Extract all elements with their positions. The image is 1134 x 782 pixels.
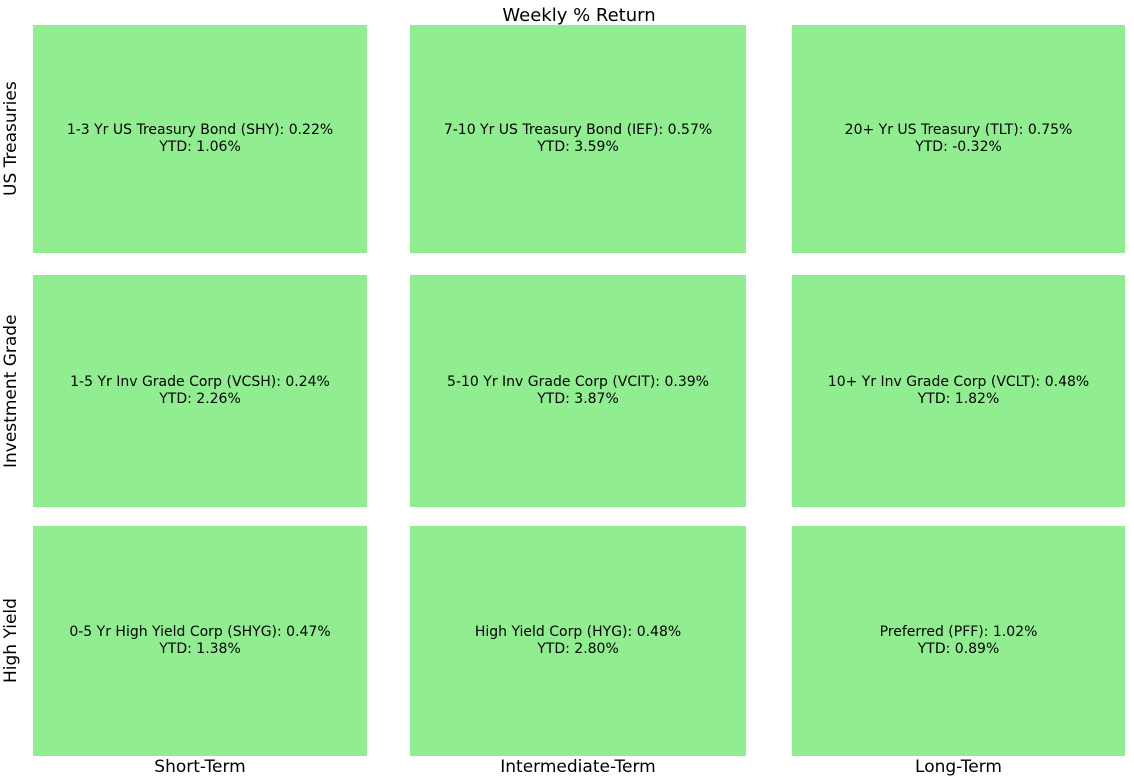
heatmap-cell-ief: 7-10 Yr US Treasury Bond (IEF): 0.57% YT…: [410, 25, 746, 253]
cell-ytd-text: YTD: 1.06%: [159, 139, 241, 155]
row-label-investment-grade: Investment Grade: [1, 314, 21, 468]
cell-ytd-text: YTD: 3.59%: [537, 139, 619, 155]
chart-title: Weekly % Return: [502, 5, 656, 26]
cell-return-text: 0-5 Yr High Yield Corp (SHYG): 0.47%: [69, 623, 331, 640]
heatmap-cell-shyg: 0-5 Yr High Yield Corp (SHYG): 0.47% YTD…: [33, 526, 367, 756]
cell-return-text: 10+ Yr Inv Grade Corp (VCLT): 0.48%: [827, 373, 1090, 390]
cell-ytd-text: YTD: 0.89%: [917, 641, 1000, 657]
cell-return-text: High Yield Corp (HYG): 0.48%: [474, 623, 682, 640]
cell-return-text: 1-3 Yr US Treasury Bond (SHY): 0.22%: [66, 121, 334, 138]
row-label-high-yield: High Yield: [1, 598, 21, 684]
heatmap-cell-vcit: 5-10 Yr Inv Grade Corp (VCIT): 0.39% YTD…: [410, 275, 746, 507]
cell-ytd-text: YTD: 1.38%: [159, 641, 241, 657]
heatmap-cell-vcsh: 1-5 Yr Inv Grade Corp (VCSH): 0.24% YTD:…: [33, 275, 367, 507]
cell-ytd-text: YTD: -0.32%: [915, 139, 1002, 155]
cell-ytd-text: YTD: 2.80%: [537, 641, 619, 657]
heatmap-cell-vclt: 10+ Yr Inv Grade Corp (VCLT): 0.48% YTD:…: [792, 275, 1125, 507]
cell-ytd-text: YTD: 3.87%: [537, 391, 619, 407]
cell-return-text: 7-10 Yr US Treasury Bond (IEF): 0.57%: [443, 121, 713, 138]
cell-ytd-text: YTD: 1.82%: [917, 391, 1000, 407]
col-label-intermediate-term: Intermediate-Term: [500, 757, 656, 777]
row-label-us-treasuries: US Treasuries: [1, 81, 21, 197]
cell-return-text: 20+ Yr US Treasury (TLT): 0.75%: [844, 121, 1073, 138]
cell-return-text: 1-5 Yr Inv Grade Corp (VCSH): 0.24%: [70, 373, 330, 390]
cell-ytd-text: YTD: 2.26%: [159, 391, 241, 407]
heatmap-cell-hyg: High Yield Corp (HYG): 0.48% YTD: 2.80%: [410, 526, 746, 756]
cell-return-text: Preferred (PFF): 1.02%: [879, 623, 1038, 640]
col-label-short-term: Short-Term: [154, 757, 246, 777]
col-label-long-term: Long-Term: [915, 757, 1002, 777]
cell-return-text: 5-10 Yr Inv Grade Corp (VCIT): 0.39%: [447, 373, 709, 390]
heatmap-cell-shy: 1-3 Yr US Treasury Bond (SHY): 0.22% YTD…: [33, 25, 367, 253]
heatmap-cell-pff: Preferred (PFF): 1.02% YTD: 0.89%: [792, 526, 1125, 756]
heatmap-cell-tlt: 20+ Yr US Treasury (TLT): 0.75% YTD: -0.…: [792, 25, 1125, 253]
